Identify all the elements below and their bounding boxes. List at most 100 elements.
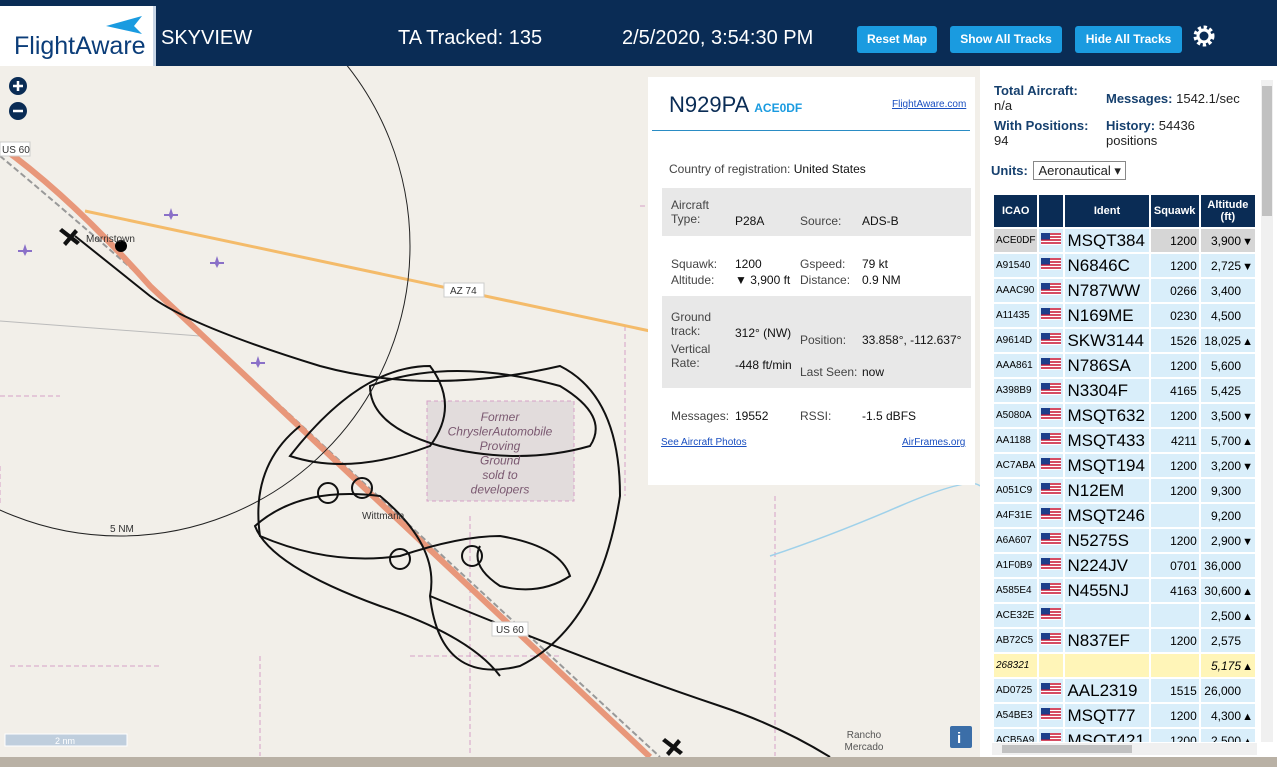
ident-cell: MSQT384 [1063, 227, 1151, 254]
aircraft-row[interactable]: AC7ABA MSQT194 1200 3,200▼ [992, 452, 1257, 479]
info-button[interactable] [950, 726, 972, 748]
flag-cell [1037, 552, 1066, 579]
ident: N5275S [1067, 530, 1129, 550]
ident: MSQT77 [1067, 705, 1136, 725]
flag [1041, 333, 1062, 345]
flag-cell [1037, 352, 1066, 379]
altitude: 5,600 [1210, 358, 1241, 373]
zoom-controls[interactable] [9, 77, 27, 120]
squawk: 1200 [1170, 408, 1197, 423]
aircraft-row[interactable]: A051C9 N12EM 1200 9,300 [992, 477, 1257, 504]
aircraft-row[interactable]: A11435 N169ME 0230 4,500 [992, 302, 1257, 329]
units-value: Aeronautical [1038, 163, 1111, 178]
field-value: United States [793, 162, 866, 176]
aircraft-row[interactable]: ACB5A9 MSQT421 1200 2,500▲ [992, 727, 1257, 743]
settings-icon[interactable] [1192, 24, 1216, 48]
aircraft-popup: N929PA ACE0DF FlightAware.com Country of… [648, 77, 975, 485]
altitude-cell: 2,900▼ [1198, 527, 1257, 554]
trend-slot: ▲ [1241, 661, 1253, 673]
h-scrollbar[interactable] [992, 743, 1257, 755]
airframes-link[interactable]: AirFrames.org [902, 437, 966, 448]
info-label[interactable]: i [957, 730, 961, 747]
shield [443, 282, 485, 298]
shield [491, 621, 529, 637]
aircraft-row[interactable]: A398B9 N3304F 4165 5,425 [992, 377, 1257, 404]
ident-cell: N5275S [1063, 527, 1151, 554]
aircraft-row[interactable]: ACE32E 2,500▲ [992, 602, 1257, 629]
ident: MSQT384 [1067, 230, 1145, 250]
flag-cell [1037, 677, 1066, 704]
icao-cell: 268321 [992, 652, 1040, 679]
trend: ▼ [1242, 535, 1253, 548]
hide-tracks-button[interactable]: Hide All Tracks [1075, 26, 1182, 53]
section [662, 188, 971, 236]
icao: ACE0DF [754, 101, 803, 115]
flag [1041, 683, 1062, 695]
ident-cell: N169ME [1063, 302, 1151, 329]
photos-link[interactable]: See Aircraft Photos [661, 437, 747, 448]
scroll-thumb[interactable] [1262, 86, 1272, 216]
icao-cell: A1F0B9 [992, 552, 1040, 579]
ident-cell: N455NJ [1063, 577, 1151, 604]
ident-cell: SKW3144 [1063, 327, 1151, 354]
altitude: 9,200 [1210, 508, 1241, 523]
aircraft-row[interactable]: AD0725 AAL2319 1515 26,000 [992, 677, 1257, 704]
aircraft-row[interactable]: A5080A MSQT632 1200 3,500▼ [992, 402, 1257, 429]
proving-ground [426, 400, 575, 502]
flag-cell [1037, 327, 1066, 354]
landmark-line: developers [471, 483, 530, 497]
scroll-thumb[interactable] [1002, 745, 1132, 753]
ident: AAL2319 [1067, 680, 1138, 700]
altitude-cell: 3,400 [1198, 277, 1257, 304]
aircraft-row[interactable]: A4F31E MSQT246 9,200 [992, 502, 1257, 529]
altitude: 2,500 [1210, 733, 1241, 743]
aircraft-icons[interactable] [18, 208, 265, 368]
icao-cell: A91540 [992, 252, 1040, 279]
trend: ▲ [1242, 585, 1253, 598]
aircraft-row[interactable]: A91540 N6846C 1200 2,725▼ [992, 252, 1257, 279]
aircraft-row[interactable]: ACE0DF MSQT384 1200 3,900▼ [992, 227, 1257, 254]
flag-cell [1037, 477, 1066, 504]
aircraft-row[interactable]: AAA861 N786SA 1200 5,600 [992, 352, 1257, 379]
altitude-cell: 5,175▲ [1198, 652, 1257, 679]
aircraft-row[interactable]: A54BE3 MSQT77 1200 4,300▲ [992, 702, 1257, 729]
icao-cell: A051C9 [992, 477, 1040, 504]
altitude: 3,200 [1210, 458, 1241, 473]
aircraft-row[interactable]: AB72C5 N837EF 1200 2,575 [992, 627, 1257, 654]
aircraft-row[interactable]: A9614D SKW3144 1526 18,025▲ [992, 327, 1257, 354]
logo[interactable]: FlightAware [0, 6, 156, 66]
icao-cell: A5080A [992, 402, 1040, 429]
aircraft-row[interactable]: A6A607 N5275S 1200 2,900▼ [992, 527, 1257, 554]
az74-road [84, 209, 651, 333]
selected-aircraft[interactable] [59, 228, 683, 756]
v-scrollbar[interactable] [1261, 80, 1273, 742]
altitude-cell: 18,025▲ [1198, 327, 1257, 354]
reset-map-button[interactable]: Reset Map [857, 26, 937, 53]
site-link[interactable]: FlightAware.com [892, 99, 967, 110]
aircraft-row[interactable]: 268321 5,175▲ [992, 652, 1257, 679]
field-label: Ground track: [671, 310, 712, 338]
aircraft-row[interactable]: A1F0B9 N224JV 0701 36,000 [992, 552, 1257, 579]
place-line: Rancho [847, 730, 882, 741]
column-header: Squawk [1148, 193, 1201, 229]
map-canvas: US 60 Morristown AZ 74 FormerChryslerAut… [0, 66, 980, 757]
shield [0, 141, 31, 157]
flag [1041, 633, 1062, 645]
units-select[interactable]: Aeronautical ▾ [1033, 161, 1126, 180]
show-tracks-button[interactable]: Show All Tracks [950, 26, 1062, 53]
ident-cell: MSQT194 [1063, 452, 1151, 479]
app-name: SKYVIEW [161, 27, 253, 49]
ident-cell: MSQT421 [1063, 727, 1151, 742]
landmark-line: sold to [482, 468, 518, 482]
ident: N787WW [1067, 280, 1141, 300]
stat-value: 94 [994, 133, 1009, 148]
altitude-cell: 36,000 [1198, 552, 1257, 579]
squawk-cell: 4211 [1148, 427, 1201, 454]
trend-slot: ▲ [1241, 736, 1253, 743]
side-panel: Total Aircraft: n/a Messages: 1542.1/sec W… [980, 66, 1277, 757]
aircraft-row[interactable]: A585E4 N455NJ 4163 30,600▲ [992, 577, 1257, 604]
aircraft-row[interactable]: AAAC90 N787WW 0266 3,400 [992, 277, 1257, 304]
stat-label: With Positions: [994, 118, 1089, 133]
aircraft-row[interactable]: AA1188 MSQT433 4211 5,700▲ [992, 427, 1257, 454]
